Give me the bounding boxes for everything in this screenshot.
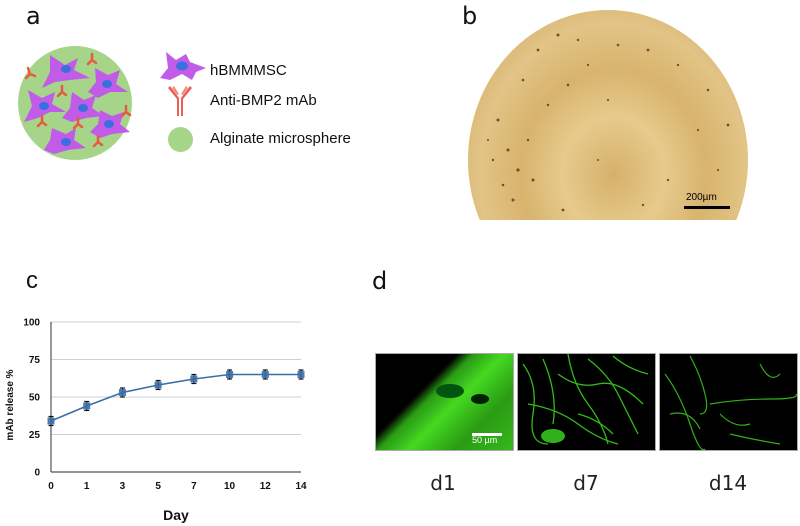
y-tick-label: 25: [29, 430, 41, 441]
legend-hbmmmsc: hBMMMSC: [210, 62, 287, 79]
x-ticks: 0 1 3 5 7 10 12 14: [48, 481, 307, 492]
release-chart: mAb release % Day 0 25 50 75 100 0 1 3 5 7 10 12 14: [5, 318, 307, 524]
data-point: [83, 402, 91, 410]
d7-label: d7: [573, 471, 599, 495]
y-tick-label: 100: [23, 318, 40, 329]
scale-bar-b-label: 200µm: [686, 192, 717, 203]
data-point: [47, 417, 55, 425]
data-point: [190, 375, 198, 383]
panel-d-label: d: [372, 267, 388, 295]
cell-dots: [487, 33, 730, 212]
data-point: [154, 381, 162, 389]
y-tick-label: 75: [29, 355, 41, 366]
microsphere-diagram: [18, 46, 132, 160]
scale-bar-d: [472, 433, 502, 436]
data-point: [261, 371, 269, 378]
legend-anti-bmp2-mab: Anti-BMP2 mAb: [210, 92, 317, 109]
microsphere-micrograph: 200µm: [468, 10, 748, 220]
data-point: [297, 371, 305, 378]
x-tick-label: 1: [84, 481, 90, 492]
data-point: [226, 371, 234, 378]
y-tick-label: 50: [29, 393, 41, 404]
scale-bar-d-label: 50 µm: [472, 435, 498, 445]
antibody-icon: [168, 86, 192, 116]
x-axis-label: Day: [163, 507, 189, 523]
x-tick-label: 5: [155, 481, 161, 492]
panel-a-label: a: [26, 2, 41, 30]
x-tick-label: 0: [48, 481, 54, 492]
data-point: [118, 389, 126, 396]
y-axis-label: mAb release %: [5, 369, 16, 440]
micrograph-d14: [659, 353, 798, 451]
microsphere-icon: [168, 127, 193, 152]
series-line: [47, 369, 305, 427]
d1-label: d1: [430, 471, 456, 495]
x-tick-label: 12: [260, 481, 272, 492]
micrograph-d7: [517, 353, 656, 451]
d14-label: d14: [708, 471, 748, 495]
y-tick-label: 0: [34, 468, 40, 479]
legend-alginate-microsphere: Alginate microsphere: [210, 130, 351, 147]
cell-icon: [160, 52, 206, 80]
x-tick-label: 14: [295, 481, 307, 492]
micrograph-d1: 50 µm: [375, 353, 514, 451]
panel-b-label: b: [462, 2, 478, 30]
scale-bar-b: [684, 206, 730, 209]
panel-c-label: c: [26, 267, 38, 294]
x-tick-label: 3: [120, 481, 126, 492]
x-tick-label: 10: [224, 481, 236, 492]
y-ticks: 0 25 50 75 100: [23, 318, 40, 479]
x-tick-label: 7: [191, 481, 197, 492]
